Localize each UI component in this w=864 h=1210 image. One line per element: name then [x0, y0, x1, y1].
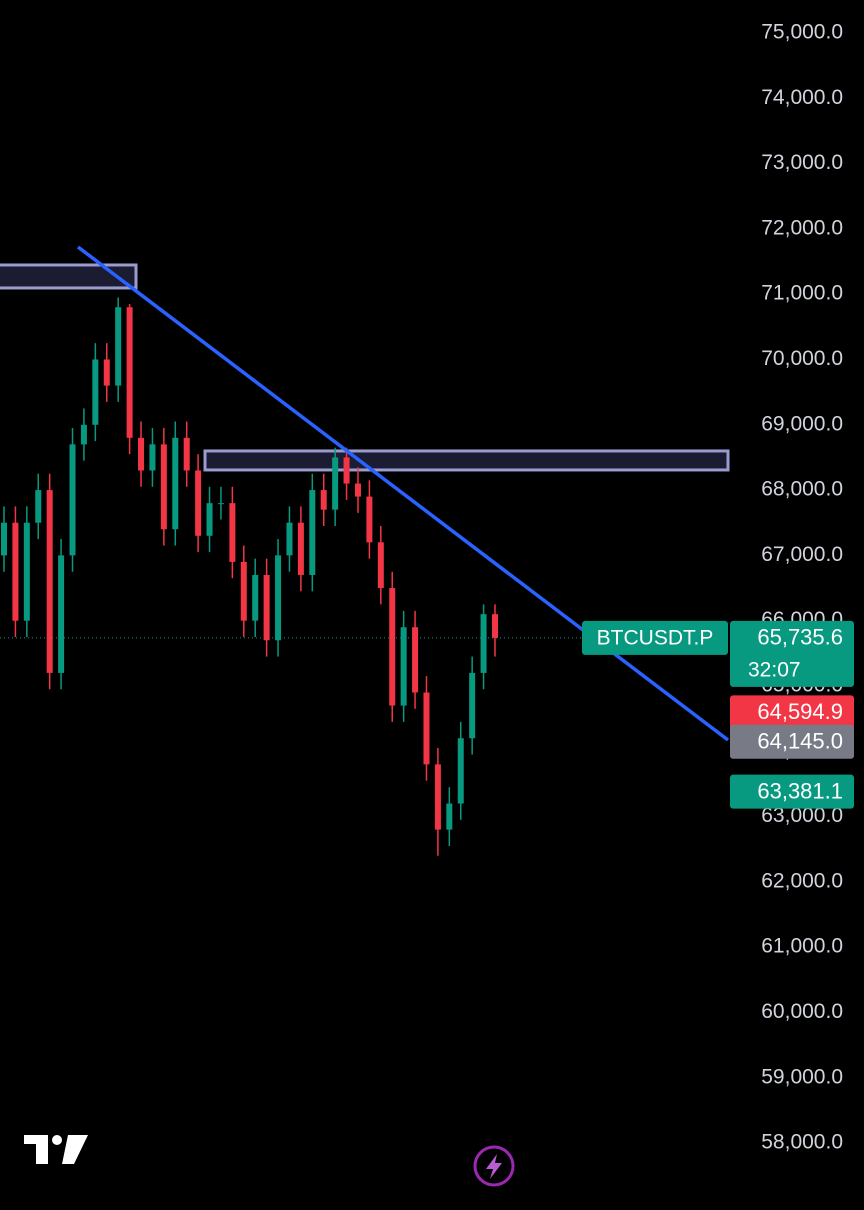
candle-body: [69, 444, 76, 556]
candle-body: [252, 574, 259, 621]
candle-body: [309, 490, 316, 575]
candle-body: [103, 359, 110, 386]
logo-part: [62, 1135, 88, 1164]
price-marker: [730, 620, 854, 687]
candle-body: [229, 503, 236, 562]
candle-body: [423, 692, 430, 765]
y-tick-label: 60,000.0: [761, 1000, 843, 1023]
candle-body: [275, 555, 282, 641]
y-tick-label: 70,000.0: [761, 347, 843, 370]
candle-body: [480, 614, 487, 673]
candle-body: [446, 803, 453, 830]
logo-part: [52, 1135, 62, 1145]
candle-body: [23, 522, 30, 621]
candle-body: [343, 457, 350, 484]
price-marker-label: 64,594.9: [757, 699, 843, 724]
plot: 75,000.0 74,000.0 73,000.0 72,000.0 71,000.0…: [0, 21, 854, 1154]
candle-body: [160, 444, 167, 530]
y-tick-label: 59,000.0: [761, 1065, 843, 1088]
y-tick-label: 71,000.0: [761, 282, 843, 305]
price-marker: [730, 724, 854, 759]
candle-body: [12, 522, 19, 621]
logo-part: [36, 1135, 48, 1164]
candle-body: [58, 555, 65, 673]
candle-body: [400, 627, 407, 706]
candle-body: [115, 307, 122, 386]
price-marker-label: 65,735.6: [757, 625, 843, 650]
symbol-label: BTCUSDT.P: [597, 626, 714, 649]
y-tick-label: 72,000.0: [761, 216, 843, 239]
candle-body: [35, 490, 42, 523]
candle-body: [149, 444, 156, 471]
y-tick-label: 61,000.0: [761, 935, 843, 958]
candle-body: [412, 627, 419, 693]
y-tick-label: 75,000.0: [761, 21, 843, 44]
candle-body: [389, 588, 396, 706]
candle-body: [492, 614, 498, 638]
candle-body: [80, 424, 87, 445]
candle-body: [286, 522, 293, 556]
candle-body: [1, 522, 7, 556]
candle-body: [217, 503, 224, 505]
candle-body: [366, 496, 373, 543]
price-marker-label: 64,145.0: [757, 729, 843, 754]
symbol-tag: [582, 620, 728, 655]
button-ring: [473, 1145, 515, 1187]
button-icon: [486, 1154, 502, 1179]
y-tick-label: 63,000.0: [761, 804, 843, 827]
candle-body: [195, 470, 202, 536]
price-marker: [730, 695, 854, 730]
candle-body: [138, 437, 145, 471]
candle-body: [469, 672, 476, 739]
candle-body: [126, 307, 133, 438]
candle-body: [434, 764, 441, 830]
candle-body: [297, 522, 304, 575]
candle-body: [206, 503, 213, 536]
y-tick-label: 69,000.0: [761, 412, 843, 435]
candle-body: [92, 359, 99, 425]
candle-body: [46, 490, 53, 673]
candle-body: [172, 437, 179, 530]
trendline: [76, 245, 730, 742]
candle-body: [320, 490, 327, 510]
candle-body: [263, 574, 270, 641]
countdown: 32:07: [748, 658, 801, 681]
y-tick-label: 58,000.0: [761, 1131, 843, 1154]
price-marker-label: 63,381.1: [757, 778, 843, 803]
candle-body: [457, 738, 464, 804]
tv-logo: [24, 1135, 88, 1164]
candle-body: [183, 437, 190, 471]
candle-body: [377, 542, 384, 589]
y-tick-label: 68,000.0: [761, 478, 843, 501]
lightning-button[interactable]: [473, 1145, 515, 1187]
candle-body: [240, 561, 247, 621]
price-marker: [730, 774, 854, 809]
zone: [0, 263, 138, 290]
y-tick-label: 74,000.0: [761, 86, 843, 109]
candle-body: [332, 457, 339, 510]
candle-body: [354, 483, 361, 497]
y-tick-label: 73,000.0: [761, 151, 843, 174]
zone: [203, 449, 730, 472]
y-tick-label: 62,000.0: [761, 869, 843, 892]
y-tick-label: 67,000.0: [761, 543, 843, 566]
